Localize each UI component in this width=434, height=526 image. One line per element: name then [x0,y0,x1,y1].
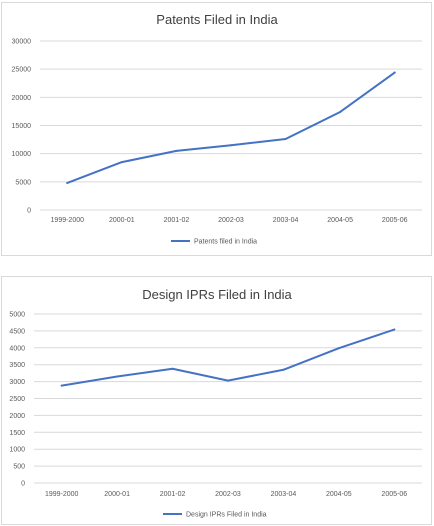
chart-legend: Patents filed in India [171,239,257,246]
x-tick-label: 2001-02 [164,217,190,224]
x-tick-label: 2002-03 [218,217,244,224]
y-tick-label: 3500 [9,362,25,369]
y-tick-label: 0 [21,481,25,488]
x-tick-label: 2005-06 [382,217,408,224]
x-tick-label: 2003-04 [273,217,299,224]
data-point [60,384,63,387]
design-iprs-chart-svg: Design IPRs Filed in India 0 500 1000 1500 2… [9,287,422,519]
data-point [227,379,229,382]
series-line [60,328,396,387]
legend-label: Patents filed in India [194,239,257,246]
y-tick-label: 0 [27,208,31,215]
data-point [116,375,119,378]
x-tick-label: 1999-2000 [51,217,85,224]
x-tick-label: 2005-06 [381,491,407,498]
y-tick-label: 1000 [9,447,25,454]
data-point [337,347,340,350]
data-point [393,71,396,74]
chart-title: Patents Filed in India [156,12,278,27]
x-tick-label: 2002-03 [215,491,241,498]
y-tick-label: 1500 [9,430,25,437]
y-tick-label: 2000 [9,413,25,420]
x-tick-label: 2004-05 [326,491,352,498]
y-tick-label: 5000 [9,312,25,319]
data-point [171,367,174,370]
patents-chart: Patents Filed in India 0 5000 10000 15000 20… [1,2,432,256]
y-tick-label: 20000 [12,95,32,102]
y-tick-label: 25000 [12,67,32,74]
x-tick-label: 2001-02 [160,491,186,498]
y-tick-label: 30000 [12,39,32,46]
y-tick-label: 2500 [9,396,25,403]
design-iprs-chart: Design IPRs Filed in India 0 500 1000 1500 2… [1,276,432,525]
chart-title: Design IPRs Filed in India [142,287,292,302]
legend-label: Design IPRs Filed in India [186,512,267,519]
series-line [66,71,396,184]
x-tick-label: 2000-01 [104,491,130,498]
patents-chart-svg: Patents Filed in India 0 5000 10000 15000 20… [12,12,422,246]
y-tick-label: 4000 [9,345,25,352]
data-point [66,181,69,184]
data-point [175,149,178,152]
data-point [393,328,396,331]
data-point [282,368,285,371]
chart-legend: Design IPRs Filed in India [163,512,267,519]
x-tick-label: 2004-05 [327,217,353,224]
data-point [120,161,123,164]
y-tick-label: 4500 [9,328,25,335]
y-tick-label: 500 [13,464,25,471]
data-point [284,138,287,141]
data-point [339,110,342,113]
x-tick-label: 2000-01 [109,217,135,224]
x-tick-label: 1999-2000 [45,491,79,498]
y-tick-label: 3000 [9,379,25,386]
y-tick-label: 15000 [12,123,32,130]
y-tick-label: 10000 [12,151,32,158]
y-tick-label: 5000 [15,179,31,186]
x-tick-label: 2003-04 [271,491,297,498]
data-point [230,144,232,147]
